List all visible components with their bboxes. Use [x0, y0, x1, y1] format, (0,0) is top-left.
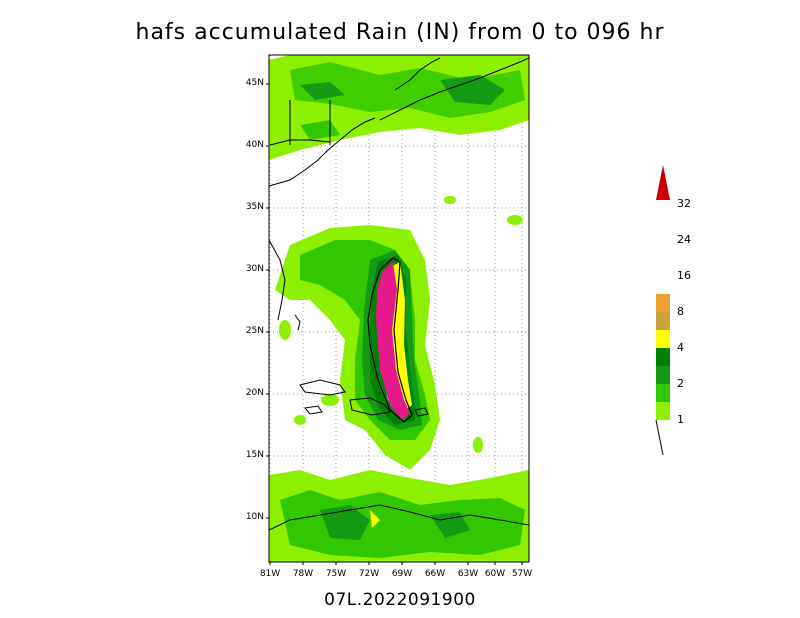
lon-label: 69W [391, 569, 413, 579]
lat-label: 35N [245, 202, 264, 212]
lat-label: 25N [245, 326, 264, 336]
colorbar-label: 32 [677, 197, 691, 210]
lon-label: 81W [259, 569, 281, 579]
run-id-label: 07L.2022091900 [324, 590, 476, 610]
map-area [269, 55, 529, 562]
colorbar-min-tail [655, 419, 664, 456]
lon-label: 66W [424, 569, 446, 579]
lat-label: 30N [245, 264, 264, 274]
colorbar-box [656, 294, 670, 312]
lat-label: 15N [245, 450, 264, 460]
rain-field-scattered [279, 196, 523, 453]
colorbar-box [656, 384, 670, 402]
colorbar-label: 8 [677, 305, 684, 318]
axis-ticks [266, 83, 523, 565]
lat-label: 40N [245, 140, 264, 150]
colorbar-box [656, 312, 670, 330]
rain-field-north [269, 55, 529, 160]
page-title: hafs accumulated Rain (IN) from 0 to 096… [135, 20, 665, 45]
lon-label: 72W [358, 569, 380, 579]
map-frame [268, 54, 530, 563]
colorbar-label: 16 [677, 269, 691, 282]
colorbar-label: 2 [677, 377, 684, 390]
colorbar-box [656, 366, 670, 384]
colorbar-box [656, 402, 670, 420]
colorbar-box [656, 330, 670, 348]
colorbar-label: 24 [677, 233, 691, 246]
lat-label: 45N [245, 78, 264, 88]
rain-field-south [269, 470, 529, 562]
coastlines [269, 57, 529, 531]
lon-label: 78W [292, 569, 314, 579]
lat-label: 20N [245, 388, 264, 398]
colorbar [655, 165, 670, 456]
lon-label: 63W [457, 569, 479, 579]
lon-label: 57W [511, 569, 533, 579]
lon-label: 75W [325, 569, 347, 579]
colorbar-box [656, 348, 670, 366]
rain-field-storm [275, 225, 440, 470]
colorbar-max-arrow [656, 165, 670, 200]
lon-label: 60W [484, 569, 506, 579]
lat-label: 10N [245, 512, 264, 522]
colorbar-label: 4 [677, 341, 684, 354]
colorbar-label: 1 [677, 413, 684, 426]
